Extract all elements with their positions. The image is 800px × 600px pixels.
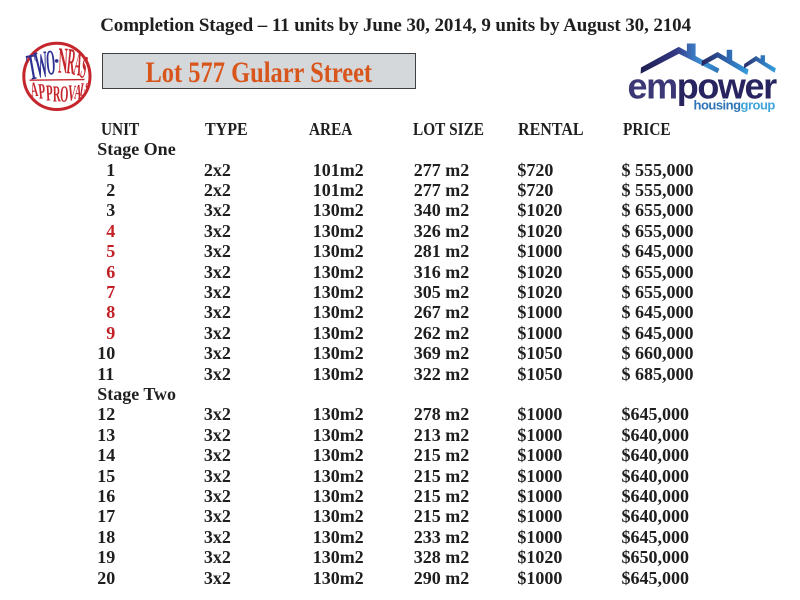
svg-text:O: O <box>45 42 57 83</box>
svg-text:R: R <box>53 81 62 107</box>
svg-text:empower: empower <box>628 66 778 107</box>
svg-text:N: N <box>58 39 69 81</box>
svg-text:A: A <box>73 79 83 104</box>
svg-text:V: V <box>67 80 77 106</box>
svg-text:A: A <box>29 77 39 102</box>
svg-text:P: P <box>45 80 53 106</box>
svg-text:S: S <box>83 81 90 97</box>
svg-text:L: L <box>78 80 87 101</box>
svg-text:P: P <box>37 79 46 104</box>
svg-text:W: W <box>32 44 50 87</box>
svg-text:O: O <box>60 81 69 107</box>
svg-text:housinggroup: housinggroup <box>694 98 776 113</box>
